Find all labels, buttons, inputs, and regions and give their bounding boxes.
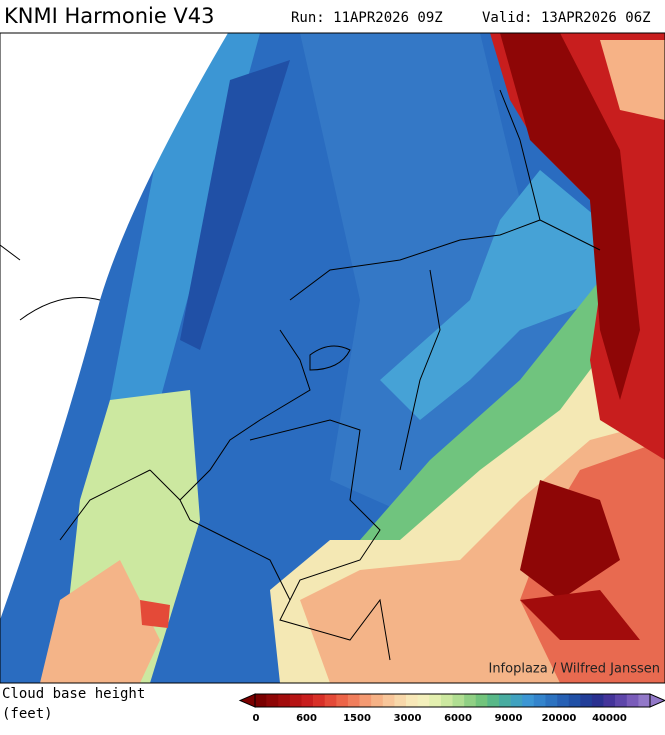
colorbar-swatch	[557, 694, 569, 707]
colorbar-swatch	[255, 694, 267, 707]
colorbar-label: 0	[253, 713, 260, 724]
colorbar-swatch	[545, 694, 558, 707]
legend-unit: (feet)	[2, 706, 53, 722]
colorbar-swatch	[475, 694, 488, 707]
legend-title: Cloud base height	[2, 686, 145, 702]
colorbar-swatch	[266, 694, 279, 707]
colorbar-label: 6000	[444, 713, 472, 724]
colorbar-swatch	[394, 694, 407, 707]
colorbar-swatch	[301, 694, 314, 707]
run-time: Run: 11APR2026 09Z	[291, 10, 443, 26]
colorbar-arrow-left	[238, 693, 256, 708]
valid-time: Valid: 13APR2026 06Z	[482, 10, 651, 26]
colorbar-swatch	[347, 694, 360, 707]
colorbar-swatch	[615, 694, 628, 707]
credit: Infoplaza / Wilfred Janssen	[488, 662, 660, 677]
colorbar-label: 3000	[394, 713, 422, 724]
colorbar-label: 600	[296, 713, 317, 724]
colorbar-swatch	[626, 694, 639, 707]
colorbar-swatch	[440, 694, 453, 707]
colorbar-swatch	[452, 694, 465, 707]
colorbar-swatch	[638, 694, 651, 707]
colorbar-swatch	[324, 694, 337, 707]
colorbar-swatch	[487, 694, 500, 707]
colorbar-swatch	[313, 694, 326, 707]
colorbar-label: 9000	[495, 713, 523, 724]
colorbar-swatch	[580, 694, 593, 707]
colorbar-label: 40000	[592, 713, 627, 724]
colorbar-swatch	[498, 694, 511, 707]
title: KNMI Harmonie V43	[4, 4, 215, 28]
colorbar-swatch	[429, 694, 442, 707]
map-frame	[0, 32, 665, 684]
colorbar-arrow-right	[649, 693, 665, 708]
colorbar-frame	[254, 693, 651, 708]
colorbar-swatch	[336, 694, 349, 707]
colorbar-swatch	[278, 694, 291, 707]
colorbar-swatch	[417, 694, 430, 707]
colorbar-swatch	[371, 694, 384, 707]
colorbar-swatch	[382, 694, 395, 707]
map: Infoplaza / Wilfred Janssen	[0, 33, 665, 683]
colorbar-swatch	[406, 694, 418, 707]
colorbar-label: 1500	[343, 713, 371, 724]
colorbar: 0 600 1500 3000 6000 9000 20000 40000	[238, 693, 665, 724]
colorbar-swatch	[591, 694, 604, 707]
colorbar-swatch	[510, 694, 523, 707]
colorbar-swatch	[289, 694, 302, 707]
colorbar-swatch	[533, 694, 546, 707]
colorbar-swatch	[464, 694, 477, 707]
colorbar-swatch	[568, 694, 581, 707]
colorbar-swatch	[359, 694, 372, 707]
colorbar-swatch	[522, 694, 535, 707]
colorbar-swatch	[603, 694, 616, 707]
colorbar-label: 20000	[542, 713, 577, 724]
